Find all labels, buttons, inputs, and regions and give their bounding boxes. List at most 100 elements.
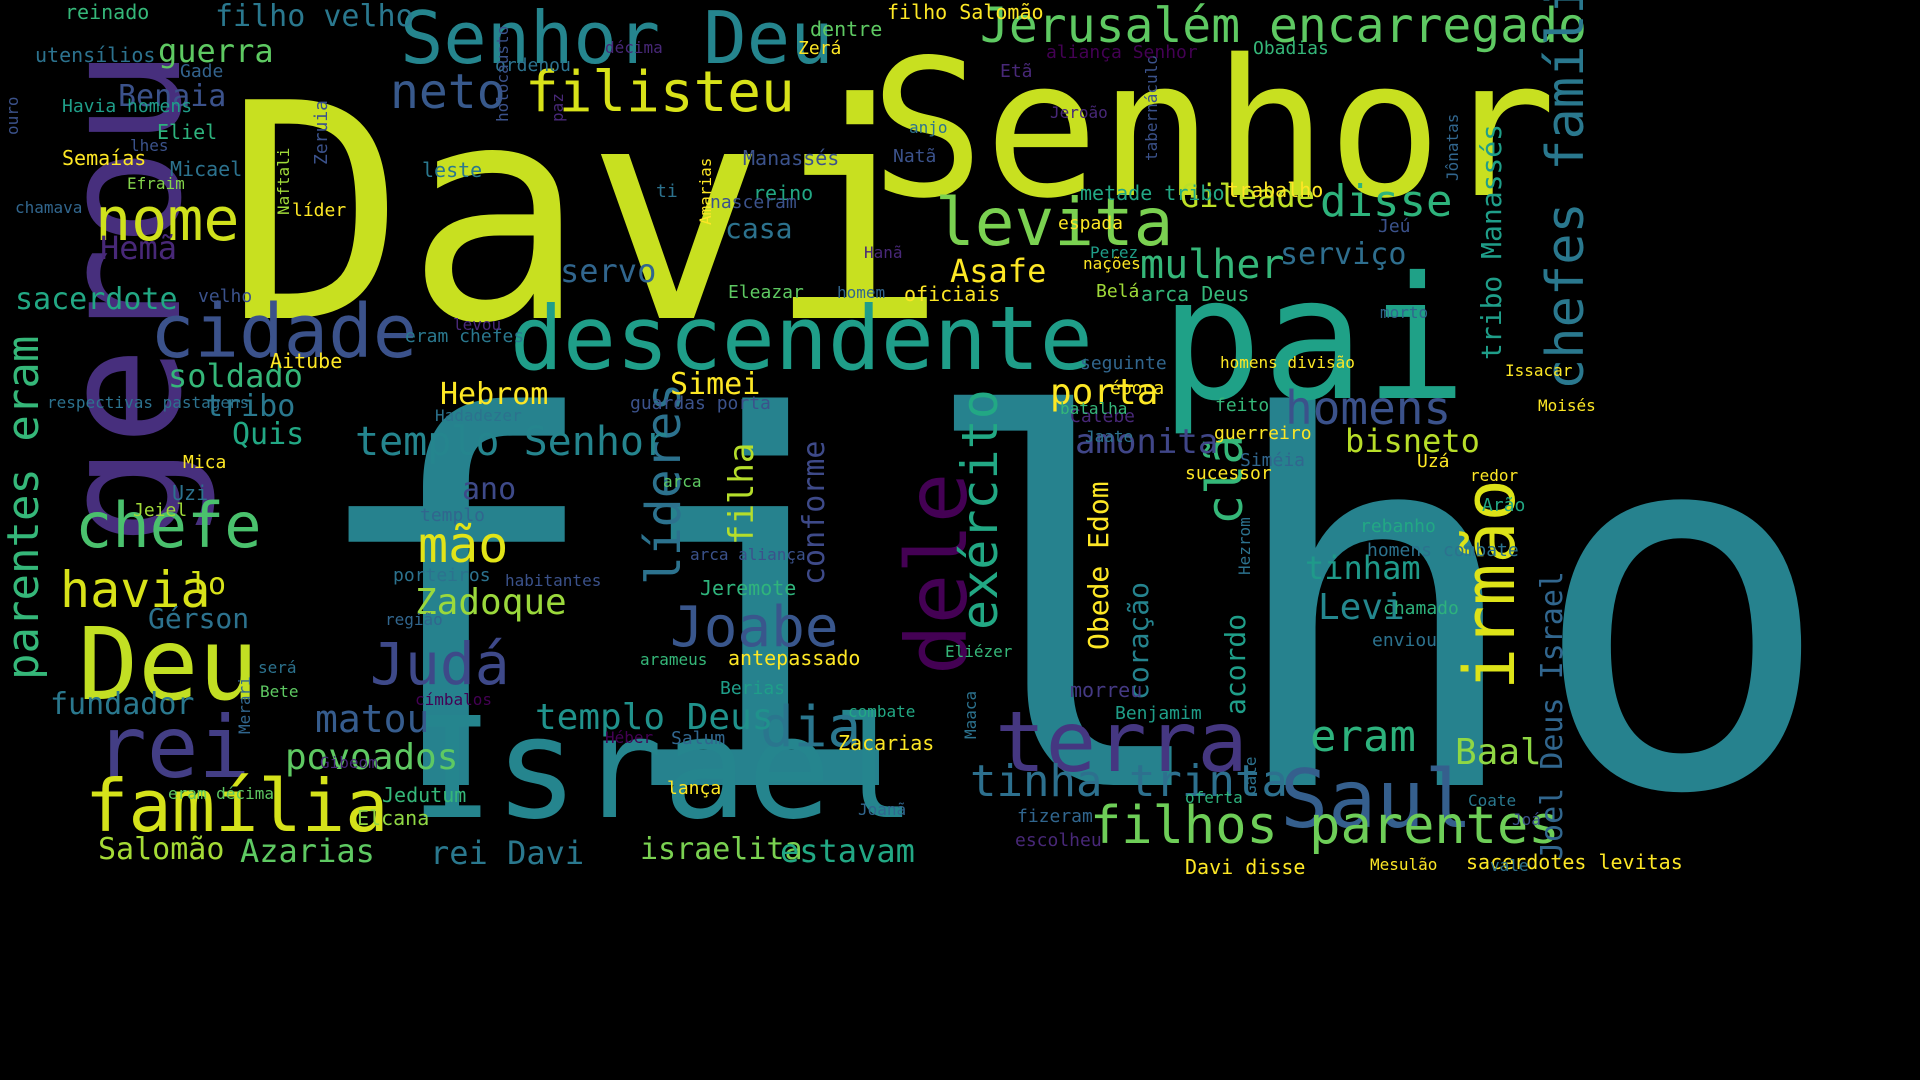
- cloud-word: Arão: [1482, 495, 1526, 516]
- cloud-word: batalha: [1060, 399, 1128, 418]
- cloud-word: Joanã: [858, 800, 907, 819]
- cloud-word: nações: [1083, 254, 1141, 273]
- cloud-word: servo: [560, 252, 657, 290]
- cloud-word: oferta: [1185, 788, 1243, 807]
- cloud-word: Zacarias: [838, 731, 935, 755]
- cloud-word: Efraim: [127, 174, 185, 193]
- cloud-word: rebanho: [1360, 516, 1436, 537]
- cloud-word: filho velho: [215, 0, 414, 34]
- cloud-word: Hadadezer: [435, 406, 522, 425]
- cloud-word: Davi: [225, 40, 948, 389]
- cloud-word: Mica: [183, 452, 227, 473]
- cloud-word: Natã: [893, 146, 937, 167]
- cloud-word: cidade: [150, 289, 418, 375]
- cloud-word: Uzi: [172, 481, 209, 505]
- cloud-word: eram chefes: [405, 326, 525, 347]
- cloud-word: matou: [315, 697, 430, 741]
- cloud-word: respectivas pastagens: [47, 393, 250, 412]
- cloud-word: terra: [995, 693, 1248, 791]
- cloud-word: Hanã: [864, 243, 903, 262]
- cloud-word: oficiais: [904, 282, 1001, 306]
- cloud-word: antepassado: [728, 646, 861, 670]
- cloud-word: arca aliança: [690, 545, 806, 564]
- cloud-word: Gérson: [148, 602, 250, 635]
- cloud-word: Saul: [1280, 753, 1473, 846]
- cloud-word: Hezrom: [1235, 517, 1254, 575]
- cloud-word: amonita: [1075, 422, 1219, 462]
- cloud-word: seguinte: [1080, 353, 1167, 374]
- cloud-word: metade tribo: [1080, 181, 1225, 205]
- cloud-word: Benaia: [118, 79, 227, 114]
- cloud-word: Siméia: [1240, 450, 1306, 471]
- cloud-word: leste: [422, 158, 483, 182]
- cloud-word: lo: [190, 567, 227, 602]
- cloud-word: será: [258, 658, 297, 677]
- cloud-word: Naftali: [274, 147, 293, 215]
- cloud-word: homem: [837, 283, 886, 302]
- cloud-word: Israel: [410, 688, 916, 851]
- cloud-word: Jedutum: [382, 783, 467, 807]
- cloud-word: neto: [390, 64, 506, 120]
- cloud-word: templo: [420, 505, 486, 526]
- cloud-word: Moisés: [1538, 396, 1596, 415]
- cloud-word: tribo: [205, 389, 296, 424]
- cloud-word: Gibeom: [320, 753, 378, 772]
- cloud-word: Elcana: [357, 806, 430, 830]
- cloud-word: filhos parentes: [1090, 796, 1560, 856]
- cloud-word: escolheu: [1015, 830, 1102, 851]
- cloud-word: arameus: [640, 650, 708, 669]
- cloud-word: tabernáculo: [1142, 55, 1161, 161]
- cloud-word: lança: [667, 778, 722, 799]
- cloud-word: parentes eram: [0, 335, 49, 680]
- cloud-word: Belá: [1096, 281, 1140, 302]
- cloud-word: disse: [1320, 176, 1453, 227]
- cloud-word: Gate: [1241, 756, 1260, 795]
- cloud-word: Jônatas: [1443, 113, 1462, 181]
- cloud-word: Simei: [670, 367, 761, 402]
- cloud-word: arca: [663, 472, 702, 491]
- cloud-word: descendente: [510, 287, 1093, 390]
- cloud-word: templo Senhor: [355, 419, 669, 465]
- cloud-word: Micael: [170, 157, 243, 181]
- cloud-word: Bete: [260, 682, 299, 701]
- cloud-word: Senhor Deu: [400, 0, 834, 80]
- cloud-word: Uzá: [1417, 451, 1450, 472]
- cloud-word: Calebe: [1070, 406, 1136, 427]
- cloud-word: combate: [848, 702, 916, 721]
- cloud-word: Semaías: [62, 146, 147, 170]
- cloud-word: Jaate: [1085, 427, 1134, 446]
- cloud-word: Berias: [720, 678, 786, 699]
- cloud-word: Héber: [605, 728, 654, 747]
- cloud-word: Havia homens: [62, 96, 193, 117]
- cloud-word: levita: [935, 184, 1174, 261]
- cloud-word: filisteu: [525, 60, 795, 125]
- cloud-word: eram décima: [168, 784, 274, 803]
- cloud-word: vale: [1490, 856, 1529, 875]
- cloud-word: arca Deus: [1141, 282, 1250, 306]
- cloud-word: tribo Manassés: [1475, 123, 1508, 360]
- cloud-word: soldado: [168, 357, 303, 395]
- cloud-word: lhes: [130, 136, 169, 155]
- cloud-word: décima: [605, 38, 663, 57]
- cloud-word: líder: [292, 200, 347, 221]
- cloud-word: feito: [1215, 395, 1270, 416]
- cloud-word: época: [1110, 378, 1165, 399]
- cloud-word: Zeruia: [311, 99, 332, 165]
- cloud-word: levou: [453, 315, 502, 334]
- cloud-word: pai: [1160, 241, 1468, 439]
- cloud-word: guerreiro: [1214, 423, 1312, 444]
- cloud-word: morreu: [1070, 678, 1143, 702]
- cloud-word: guerra: [158, 32, 274, 70]
- cloud-word: redor: [1470, 466, 1519, 485]
- cloud-word: dentre: [810, 17, 883, 41]
- cloud-word: Senhor: [870, 19, 1557, 240]
- cloud-word: Jeú: [1378, 216, 1411, 237]
- cloud-word: Maaca: [961, 690, 980, 739]
- cloud-word: Jerusalém encarregado: [980, 0, 1587, 54]
- cloud-word: Gade: [180, 61, 224, 82]
- cloud-word: reino: [753, 181, 814, 205]
- cloud-word: Jeroão: [1050, 103, 1108, 122]
- cloud-word: filho: [300, 313, 1836, 906]
- cloud-word: família: [85, 764, 389, 848]
- cloud-word: anjo: [909, 118, 948, 137]
